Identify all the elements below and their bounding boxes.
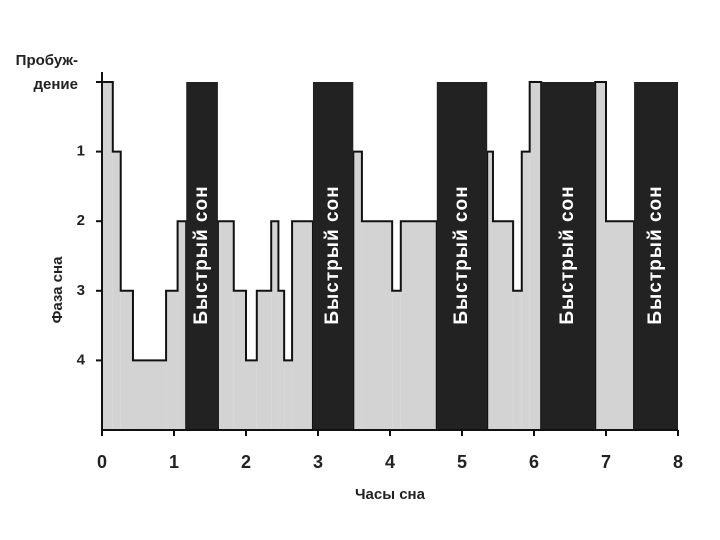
x-tick-label: 2 xyxy=(241,452,251,472)
y-tick-label: 1 xyxy=(77,143,85,160)
stage-area xyxy=(284,360,293,430)
x-tick-label: 8 xyxy=(673,452,683,472)
rem-label: Быстрый сон xyxy=(191,185,212,324)
x-axis-label: Часы сна xyxy=(355,486,426,503)
stage-area xyxy=(595,82,606,430)
stage-line xyxy=(101,81,636,430)
x-tick-label: 5 xyxy=(457,452,467,472)
stage-area xyxy=(256,290,272,430)
x-tick-label: 6 xyxy=(529,452,539,472)
stage-area xyxy=(292,221,313,430)
rem-band xyxy=(312,82,354,430)
stage-area xyxy=(487,151,493,430)
stage-area xyxy=(217,221,234,430)
stage-area xyxy=(102,82,113,430)
stage-area xyxy=(521,151,530,430)
stage-area xyxy=(246,360,257,430)
rem-band xyxy=(436,82,488,430)
y-tick-label: 4 xyxy=(77,351,86,368)
y-tick-label: Пробуж-дение xyxy=(16,52,78,93)
stage-area xyxy=(166,290,178,430)
x-tick-label: 4 xyxy=(385,452,395,472)
stage-area xyxy=(492,221,514,430)
stage-area xyxy=(392,290,401,430)
rem-band xyxy=(541,82,596,430)
y-axis-label: Фаза сна xyxy=(49,256,66,323)
x-tick-label: 0 xyxy=(97,452,107,472)
x-tick-label: 7 xyxy=(601,452,611,472)
rem-label: Быстрый сон xyxy=(451,185,472,324)
stage-area xyxy=(606,221,635,430)
stage-area xyxy=(177,221,187,430)
rem-label: Быстрый сон xyxy=(557,185,578,324)
x-tick-label: 3 xyxy=(313,452,323,472)
stage-area xyxy=(400,221,437,430)
y-tick-label: 3 xyxy=(77,282,85,299)
stage-area xyxy=(361,221,393,430)
stage-area xyxy=(233,290,246,430)
rem-band xyxy=(186,82,218,430)
stage-area xyxy=(353,151,362,430)
y-tick-label: 2 xyxy=(77,212,85,229)
rem-label: Быстрый сон xyxy=(322,185,343,324)
y-tick-label-line: дение xyxy=(34,76,79,93)
stage-area xyxy=(278,290,285,430)
stage-area xyxy=(112,151,121,430)
rem-band xyxy=(634,82,678,430)
x-tick-label: 1 xyxy=(169,452,179,472)
rem-label: Быстрый сон xyxy=(645,185,666,324)
stage-area xyxy=(529,82,542,430)
stage-area xyxy=(513,290,522,430)
stage-area xyxy=(120,290,133,430)
stage-area xyxy=(132,360,167,430)
stage-area xyxy=(271,221,279,430)
y-tick-label-line: Пробуж- xyxy=(16,52,78,69)
